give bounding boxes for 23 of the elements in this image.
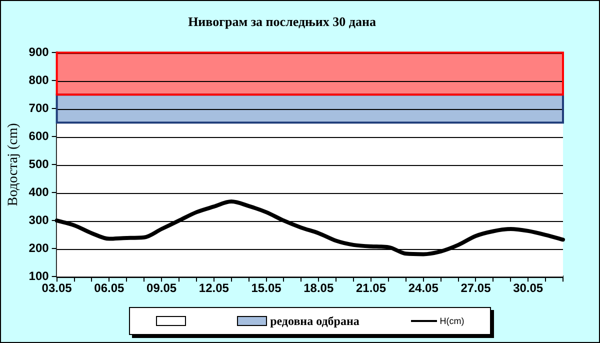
y-tick-label: 900 [28,44,50,59]
x-tick-label: 09.05 [146,281,177,296]
x-tick-label: 27.05 [460,281,492,296]
legend-label: редовна одбрана [270,314,360,328]
y-tick-label: 300 [28,212,50,227]
x-tick-label: 03.05 [42,281,72,296]
legend-label: H(cm) [440,316,464,326]
y-tick-label: 800 [28,72,50,87]
x-tick-label: 21.05 [356,281,386,296]
y-tick-label: 600 [28,128,50,143]
chart-title: Нивограм за последњих 30 дана [188,14,376,30]
y-tick-label: 400 [28,184,50,199]
x-tick-label: 30.05 [513,281,544,296]
x-tick-label: 06.05 [94,281,125,296]
x-tick-label: 15.05 [251,281,282,296]
x-tick-label: 12.05 [198,281,230,296]
y-tick-label: 100 [28,268,50,283]
y-tick-label: 700 [28,100,50,115]
x-tick-label: 24.05 [408,281,439,296]
x-tick-label: 18.05 [304,281,334,296]
y-tick-label: 500 [28,156,50,171]
y-tick-label: 200 [28,240,50,255]
y-axis-title: Водостај (cm) [6,122,22,206]
